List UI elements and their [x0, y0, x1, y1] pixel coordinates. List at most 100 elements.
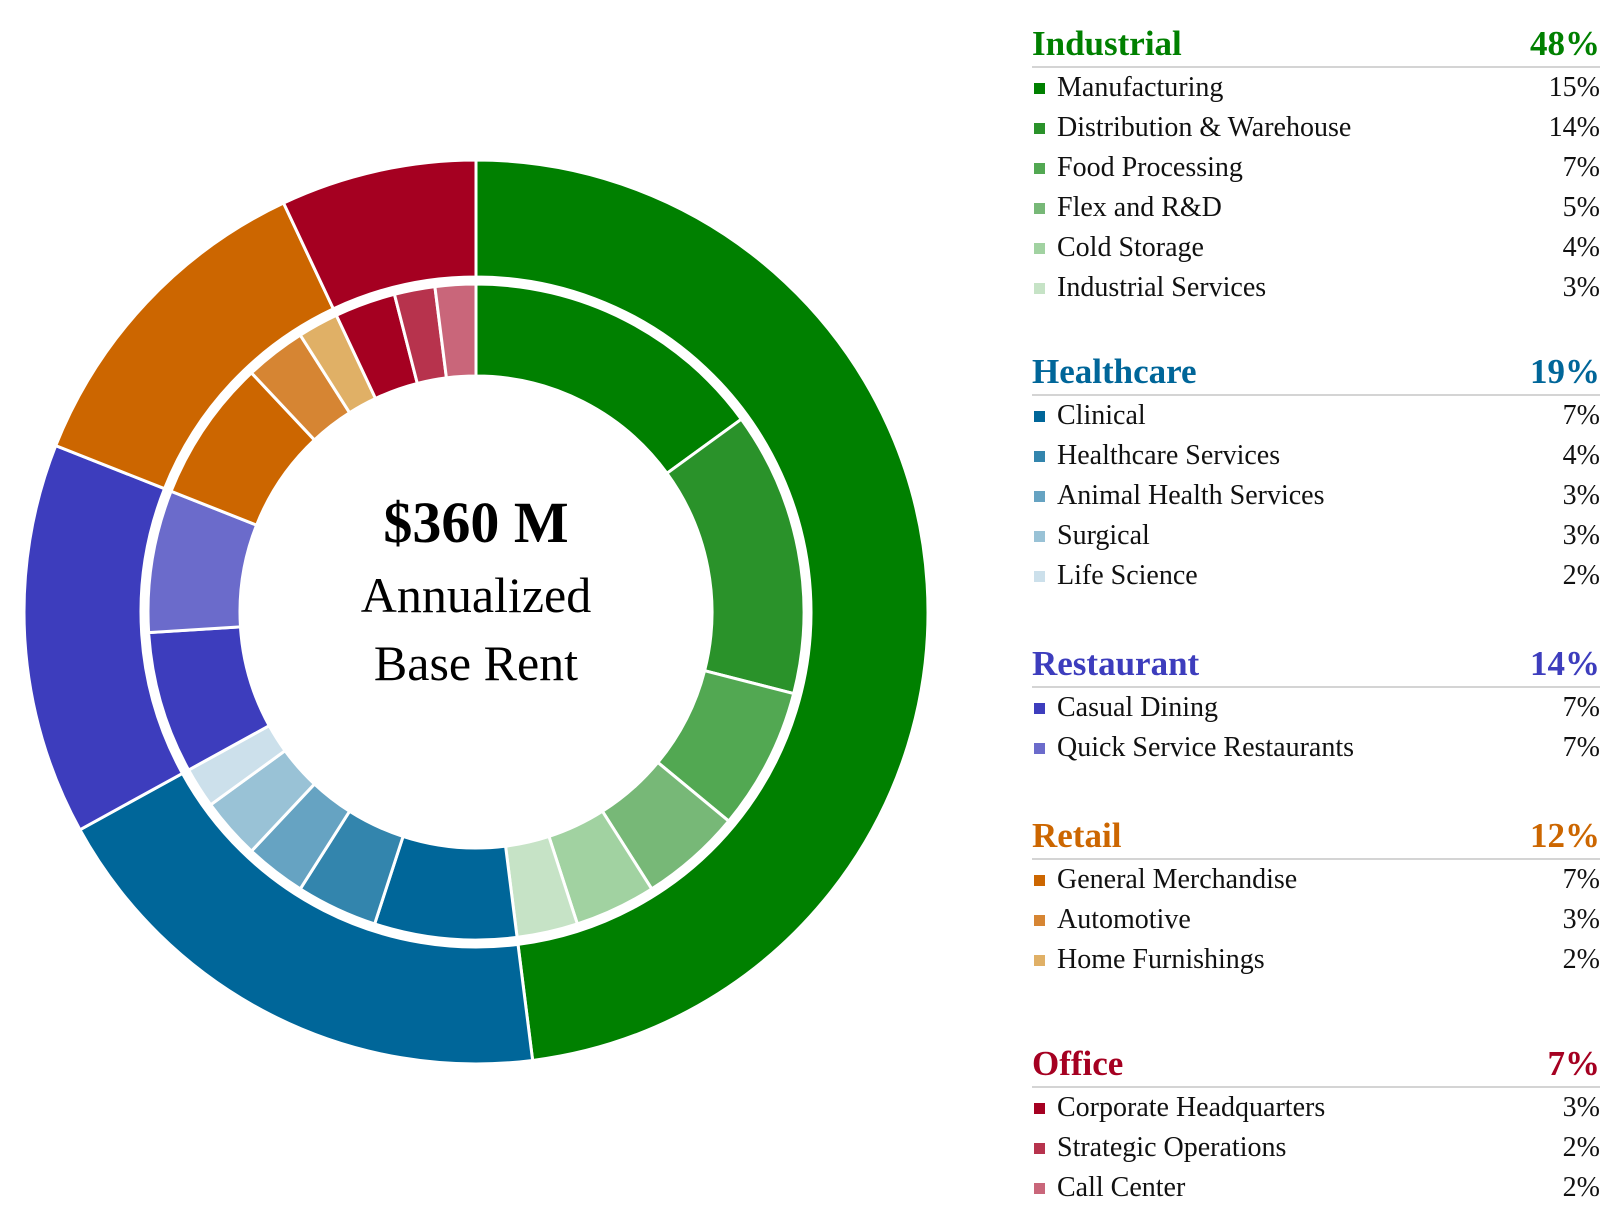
legend-item-value: 3% [1562, 904, 1600, 935]
legend-swatch [1034, 242, 1045, 254]
inner-slice [433, 282, 478, 380]
legend-group-value: 12% [1530, 816, 1600, 855]
legend-group-header: Industrial 48% [1032, 22, 1600, 68]
legend-item-value: 14% [1548, 112, 1600, 143]
legend-swatch [1034, 702, 1045, 714]
legend-item-label: Flex and R&D [1057, 192, 1222, 223]
legend-item: Home Furnishings 2% [1032, 940, 1600, 980]
legend-group-name: Office [1032, 1044, 1124, 1083]
legend-item: Corporate Headquarters 3% [1032, 1088, 1600, 1128]
legend-group-header: Restaurant 14% [1032, 642, 1600, 688]
legend-item: Industrial Services 3% [1032, 268, 1600, 308]
legend-item: Strategic Operations 2% [1032, 1128, 1600, 1168]
legend-item-label: Industrial Services [1057, 272, 1267, 303]
legend-group-name: Industrial [1032, 24, 1182, 63]
legend-swatch [1034, 122, 1045, 134]
legend-swatch [1034, 742, 1045, 754]
legend-item-value: 3% [1562, 272, 1600, 303]
legend-group-value: 7% [1547, 1044, 1601, 1083]
legend-group-office: Office 7% Corporate Headquarters 3% Strategi… [1032, 1042, 1600, 1208]
legend-swatch [1034, 282, 1045, 294]
legend-swatch [1034, 1102, 1045, 1114]
legend-group-value: 19% [1530, 352, 1600, 391]
legend-item-label: Casual Dining [1057, 692, 1218, 723]
legend-swatch [1034, 1142, 1045, 1154]
legend-group-header: Office 7% [1032, 1042, 1600, 1088]
legend-swatch [1034, 82, 1045, 94]
legend-item-label: Strategic Operations [1057, 1132, 1287, 1163]
legend-item-value: 2% [1562, 560, 1600, 591]
center-amount: $360 M [383, 490, 568, 555]
outer-slice-office [281, 158, 478, 311]
legend-item-value: 2% [1562, 944, 1600, 975]
legend-item-label: Corporate Headquarters [1057, 1092, 1326, 1123]
legend-swatch [1034, 954, 1045, 966]
legend-item-value: 3% [1562, 1092, 1600, 1123]
outer-slice-industrial [474, 158, 930, 1063]
legend-item: Surgical 3% [1032, 516, 1600, 556]
legend-group-header: Healthcare 19% [1032, 350, 1600, 396]
legend-item: Flex and R&D 5% [1032, 188, 1600, 228]
legend-item-value: 7% [1562, 692, 1600, 723]
legend-item-value: 7% [1562, 864, 1600, 895]
legend-item-label: Distribution & Warehouse [1057, 112, 1352, 143]
outer-ring [22, 158, 930, 1066]
legend-swatch [1034, 874, 1045, 886]
legend-item-value: 2% [1562, 1132, 1600, 1163]
legend-item: Cold Storage 4% [1032, 228, 1600, 268]
nested-donut-chart: $360 M Annualized Base Rent [22, 158, 930, 1066]
legend-group-industrial: Industrial 48% Manufacturing 15% Distributio… [1032, 22, 1600, 308]
legend-item: Call Center 2% [1032, 1168, 1600, 1208]
legend-group-header: Retail 12% [1032, 814, 1600, 860]
legend-item-value: 7% [1562, 732, 1600, 763]
legend-item-label: Manufacturing [1057, 72, 1224, 103]
legend-item: Automotive 3% [1032, 900, 1600, 940]
center-label-line1: Annualized [361, 567, 591, 623]
legend-item-value: 4% [1562, 232, 1600, 263]
legend-item: Life Science 2% [1032, 556, 1600, 596]
legend: Industrial 48% Manufacturing 15% Distributio… [1032, 22, 1600, 1208]
legend-swatch [1034, 490, 1045, 502]
legend-item-label: Life Science [1057, 560, 1198, 591]
legend-item: Casual Dining 7% [1032, 688, 1600, 728]
legend-swatch [1034, 202, 1045, 214]
legend-item-label: Surgical [1057, 520, 1150, 551]
legend-item: Healthcare Services 4% [1032, 436, 1600, 476]
legend-group-healthcare: Healthcare 19% Clinical 7% Healthcare Servic… [1032, 350, 1600, 596]
legend-item-label: Food Processing [1057, 152, 1243, 183]
legend-group-name: Retail [1032, 816, 1122, 855]
legend-swatch [1034, 162, 1045, 174]
legend-item-label: Quick Service Restaurants [1057, 732, 1355, 763]
legend-group-restaurant: Restaurant 14% Casual Dining 7% Quick Servic… [1032, 642, 1600, 768]
legend-item: Clinical 7% [1032, 396, 1600, 436]
legend-group-retail: Retail 12% General Merchandise 7% Automotive… [1032, 814, 1600, 980]
legend-item-value: 7% [1562, 152, 1600, 183]
legend-item-value: 5% [1562, 192, 1600, 223]
legend-group-name: Healthcare [1032, 352, 1197, 391]
legend-item-value: 15% [1548, 72, 1600, 103]
legend-item-value: 3% [1562, 480, 1600, 511]
legend-item-value: 4% [1562, 440, 1600, 471]
legend-item-value: 3% [1562, 520, 1600, 551]
legend-swatch [1034, 450, 1045, 462]
legend-swatch [1034, 410, 1045, 422]
legend-item: Distribution & Warehouse 14% [1032, 108, 1600, 148]
legend-swatch [1034, 530, 1045, 542]
legend-swatch [1034, 1182, 1045, 1194]
legend-item: Food Processing 7% [1032, 148, 1600, 188]
legend-item: Animal Health Services 3% [1032, 476, 1600, 516]
legend-item: General Merchandise 7% [1032, 860, 1600, 900]
legend-group-name: Restaurant [1032, 644, 1200, 683]
legend-item-label: General Merchandise [1057, 864, 1298, 895]
legend-item-label: Automotive [1057, 904, 1191, 935]
legend-item: Manufacturing 15% [1032, 68, 1600, 108]
legend-group-value: 48% [1530, 24, 1600, 63]
legend-item-value: 7% [1562, 400, 1600, 431]
legend-item-label: Cold Storage [1057, 232, 1204, 263]
legend-item-label: Home Furnishings [1057, 944, 1265, 975]
legend-item-label: Clinical [1057, 400, 1146, 431]
legend-item: Quick Service Restaurants 7% [1032, 728, 1600, 768]
legend-swatch [1034, 570, 1045, 582]
legend-group-value: 14% [1530, 644, 1600, 683]
center-label-line2: Base Rent [374, 635, 578, 691]
